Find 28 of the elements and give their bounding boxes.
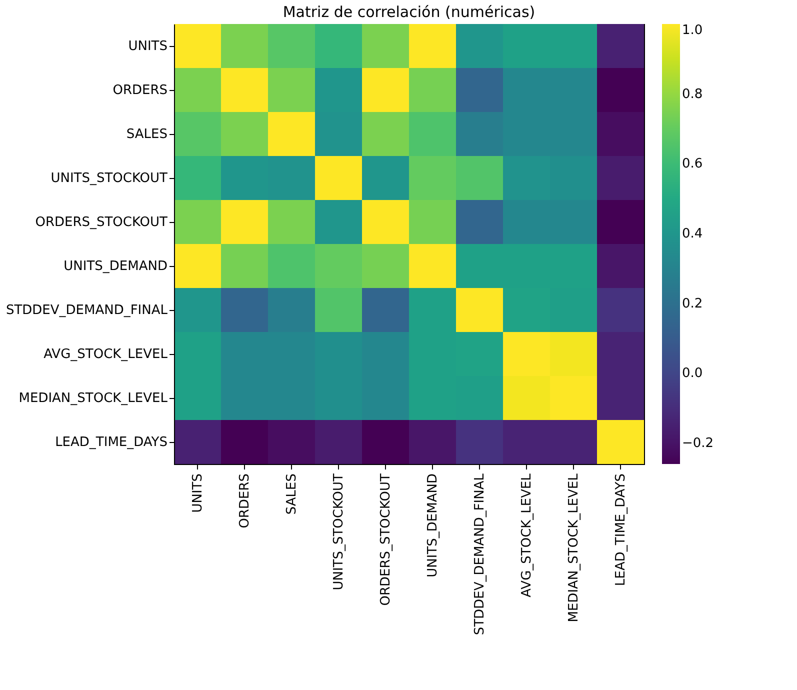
x-tick-label: LEAD_TIME_DAYS — [614, 474, 628, 586]
x-tick-label: STDDEV_DEMAND_FINAL — [472, 472, 488, 636]
color-bar-label: 0.4 — [682, 226, 703, 242]
y-tick-label: AVG_STOCK_LEVEL — [44, 347, 168, 362]
color-bar-label: 0.6 — [682, 156, 703, 172]
y-tick-label: UNITS — [128, 39, 168, 54]
y-tick-label: SALES — [126, 127, 168, 142]
y-tick-label: STDDEV_DEMAND_FINAL — [6, 303, 168, 318]
x-tick-label: SALES — [284, 474, 300, 515]
x-tick-label: MEDIAN_STOCK_LEVEL — [566, 472, 582, 622]
color-bar-label: 1.0 — [682, 23, 703, 38]
x-tick-label: ORDERS — [238, 474, 252, 528]
x-tick-label: AVG_STOCK_LEVEL — [520, 472, 534, 598]
x-tick-label: UNITS_STOCKOUT — [332, 473, 346, 590]
y-tick-label: UNITS_DEMAND — [64, 259, 168, 274]
x-tick-label: UNITS_DEMAND — [426, 474, 440, 578]
y-tick-label: UNITS_STOCKOUT — [50, 171, 168, 186]
color-bar-label: 0.0 — [682, 366, 703, 382]
y-tick-label: ORDERS — [112, 83, 168, 98]
y-tick-label: LEAD_TIME_DAYS — [55, 435, 168, 450]
x-tick-label: ORDERS_STOCKOUT — [378, 473, 394, 606]
chart-title: Matriz de correlación (numéricas) — [282, 3, 536, 21]
color-bar-label: 0.2 — [682, 296, 703, 312]
x-tick-label: UNITS — [190, 474, 206, 513]
color-bar-label: −0.2 — [682, 436, 714, 452]
color-bar-label: 0.8 — [682, 86, 703, 102]
y-tick-label: MEDIAN_STOCK_LEVEL — [18, 391, 168, 406]
y-tick-label: ORDERS_STOCKOUT — [35, 215, 168, 230]
